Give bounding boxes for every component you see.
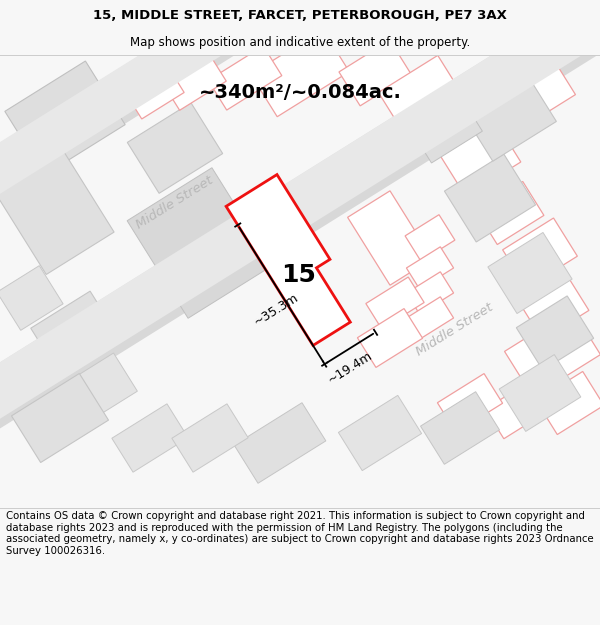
- Polygon shape: [0, 151, 114, 274]
- Polygon shape: [406, 297, 454, 339]
- Text: Middle Street: Middle Street: [414, 301, 496, 359]
- Polygon shape: [226, 174, 350, 346]
- Polygon shape: [505, 325, 565, 381]
- Polygon shape: [127, 168, 273, 318]
- Polygon shape: [164, 56, 226, 110]
- Text: ~19.4m: ~19.4m: [325, 349, 375, 386]
- Polygon shape: [62, 353, 137, 423]
- Polygon shape: [11, 374, 109, 462]
- Polygon shape: [464, 75, 556, 161]
- Polygon shape: [366, 277, 424, 329]
- Polygon shape: [485, 378, 555, 439]
- Polygon shape: [0, 0, 600, 427]
- Polygon shape: [515, 65, 575, 121]
- Polygon shape: [339, 40, 411, 106]
- Polygon shape: [338, 396, 422, 471]
- Polygon shape: [437, 374, 503, 432]
- Polygon shape: [536, 371, 600, 434]
- Polygon shape: [439, 119, 521, 196]
- Polygon shape: [521, 276, 589, 339]
- Text: Middle Street: Middle Street: [134, 174, 216, 232]
- Text: ~340m²/~0.084ac.: ~340m²/~0.084ac.: [199, 84, 401, 102]
- Text: 15, MIDDLE STREET, FARCET, PETERBOROUGH, PE7 3AX: 15, MIDDLE STREET, FARCET, PETERBOROUGH,…: [93, 9, 507, 22]
- Polygon shape: [347, 191, 433, 285]
- Text: Contains OS data © Crown copyright and database right 2021. This information is : Contains OS data © Crown copyright and d…: [6, 511, 593, 556]
- Polygon shape: [499, 354, 581, 431]
- Polygon shape: [172, 404, 248, 472]
- Polygon shape: [517, 296, 593, 370]
- Polygon shape: [0, 266, 63, 331]
- Polygon shape: [251, 29, 349, 117]
- Polygon shape: [127, 102, 223, 193]
- Polygon shape: [488, 232, 572, 314]
- Text: ~35.3m: ~35.3m: [252, 291, 301, 328]
- Polygon shape: [405, 214, 455, 261]
- Polygon shape: [208, 46, 282, 110]
- Polygon shape: [539, 325, 600, 381]
- Polygon shape: [406, 247, 454, 289]
- Polygon shape: [31, 291, 119, 375]
- Polygon shape: [0, 0, 600, 541]
- Polygon shape: [112, 404, 188, 472]
- Polygon shape: [358, 309, 422, 368]
- Polygon shape: [126, 67, 184, 119]
- Polygon shape: [5, 61, 125, 175]
- Polygon shape: [445, 154, 536, 242]
- Polygon shape: [379, 56, 461, 131]
- Polygon shape: [0, 0, 600, 550]
- Polygon shape: [234, 402, 326, 483]
- Polygon shape: [406, 272, 454, 314]
- Text: 15: 15: [281, 263, 316, 288]
- Polygon shape: [503, 218, 577, 288]
- Polygon shape: [421, 392, 499, 464]
- Polygon shape: [407, 93, 482, 163]
- Polygon shape: [476, 181, 544, 244]
- Polygon shape: [0, 0, 600, 429]
- Text: Map shows position and indicative extent of the property.: Map shows position and indicative extent…: [130, 36, 470, 49]
- Polygon shape: [456, 56, 524, 119]
